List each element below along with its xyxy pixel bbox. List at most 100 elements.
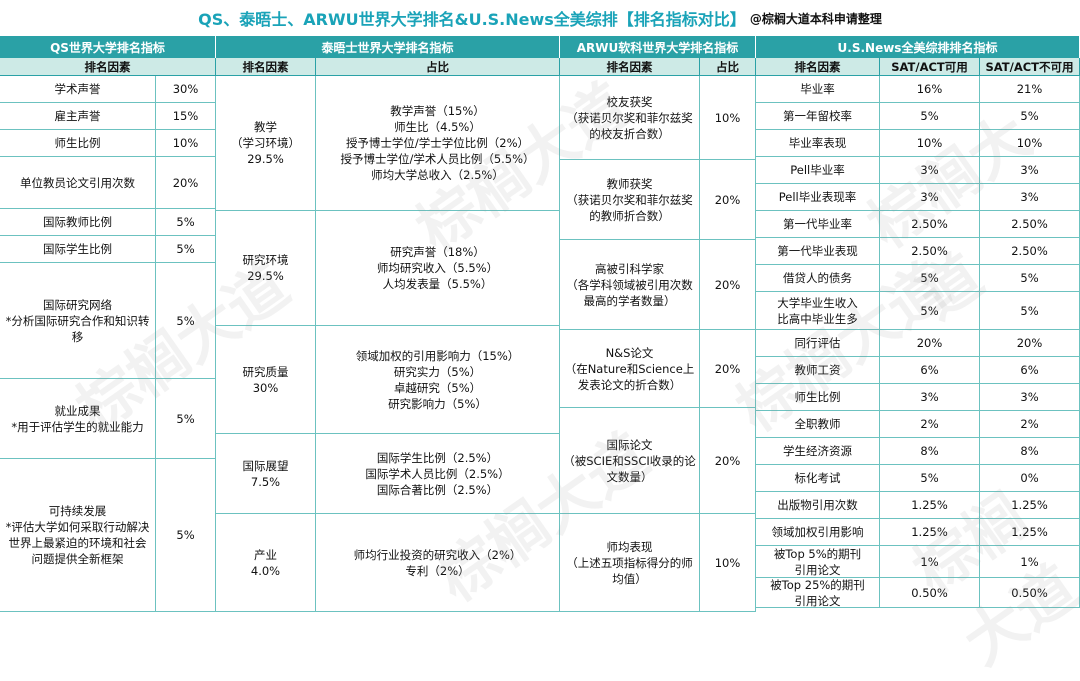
the-col-pct: 占比	[316, 58, 560, 76]
usnews-sat-cell: 3%	[880, 157, 980, 184]
usnews-factor-cell: 被Top 5%的期刊 引用论文	[756, 546, 880, 578]
arwu-panel: ARWU软科世界大学排名指标 排名因素 占比 校友获奖 （获诺贝尔奖和菲尔兹奖的…	[560, 36, 756, 612]
usnews-factor-cell: Pell毕业率	[756, 157, 880, 184]
the-detail-cell: 师均行业投资的研究收入（2%） 专利（2%）	[316, 514, 560, 612]
usnews-subheader: 排名因素 SAT/ACT可用 SAT/ACT不可用	[756, 58, 1080, 76]
usnews-table-body: 毕业率 16% 21% 第一年留校率 5% 5% 毕业率表现 10% 10% Pell毕业率 3% 3…	[756, 76, 1080, 612]
the-detail-cell: 研究声誉（18%） 师均研究收入（5.5%） 人均发表量（5.5%）	[316, 211, 560, 326]
usnews-nosat-cell: 6%	[980, 357, 1080, 384]
usnews-nosat-cell: 0%	[980, 465, 1080, 492]
arwu-pct-cell: 20%	[700, 408, 756, 514]
usnews-factor-cell: 领域加权引用影响	[756, 519, 880, 546]
usnews-nosat-cell: 8%	[980, 438, 1080, 465]
qs-table-body: 学术声誉 30% 雇主声誉 15% 师生比例 10% 单位教员论文引用次数 20% 国际教师比例…	[0, 76, 216, 612]
usnews-nosat-cell: 0.50%	[980, 578, 1080, 608]
qs-pct-cell: 5%	[156, 236, 216, 263]
usnews-factor-cell: 师生比例	[756, 384, 880, 411]
usnews-nosat-cell: 3%	[980, 384, 1080, 411]
usnews-factor-cell: 毕业率	[756, 76, 880, 103]
usnews-nosat-cell: 1.25%	[980, 492, 1080, 519]
the-factor-cell: 国际展望 7.5%	[216, 434, 316, 514]
usnews-factor-cell: 教师工资	[756, 357, 880, 384]
qs-factor-cell: 雇主声誉	[0, 103, 156, 130]
arwu-pct-cell: 20%	[700, 240, 756, 330]
usnews-nosat-cell: 5%	[980, 292, 1080, 330]
usnews-factor-cell: 同行评估	[756, 330, 880, 357]
arwu-pct-cell: 10%	[700, 76, 756, 160]
qs-header: QS世界大学排名指标	[0, 36, 216, 58]
usnews-nosat-cell: 3%	[980, 157, 1080, 184]
the-col-factor: 排名因素	[216, 58, 316, 76]
title-main: QS、泰晤士、ARWU世界大学排名&U.S.News全美综排【排名指标对比】	[198, 10, 746, 29]
usnews-sat-cell: 6%	[880, 357, 980, 384]
usnews-sat-cell: 8%	[880, 438, 980, 465]
usnews-factor-cell: 全职教师	[756, 411, 880, 438]
qs-pct-cell: 20%	[156, 157, 216, 209]
usnews-sat-cell: 2%	[880, 411, 980, 438]
the-subheader: 排名因素 占比	[216, 58, 560, 76]
usnews-sat-cell: 16%	[880, 76, 980, 103]
qs-panel: QS世界大学排名指标 排名因素 学术声誉 30% 雇主声誉 15% 师生比例 10% 单位教…	[0, 36, 216, 612]
usnews-nosat-cell: 21%	[980, 76, 1080, 103]
usnews-nosat-cell: 5%	[980, 265, 1080, 292]
arwu-pct-cell: 20%	[700, 160, 756, 240]
usnews-factor-cell: 学生经济资源	[756, 438, 880, 465]
usnews-col-nosat: SAT/ACT不可用	[980, 58, 1080, 76]
usnews-sat-cell: 5%	[880, 465, 980, 492]
qs-pct-cell: 30%	[156, 76, 216, 103]
usnews-nosat-cell: 2.50%	[980, 211, 1080, 238]
usnews-factor-cell: 出版物引用次数	[756, 492, 880, 519]
usnews-factor-cell: Pell毕业表现率	[756, 184, 880, 211]
the-panel: 泰晤士世界大学排名指标 排名因素 占比 教学 （学习环境） 29.5% 教学声誉（…	[216, 36, 560, 612]
usnews-sat-cell: 1%	[880, 546, 980, 578]
usnews-col-factor: 排名因素	[756, 58, 880, 76]
arwu-factor-cell: N&S论文 （在Nature和Science上发表论文的折合数）	[560, 330, 700, 408]
usnews-sat-cell: 3%	[880, 384, 980, 411]
usnews-sat-cell: 3%	[880, 184, 980, 211]
qs-col-factor: 排名因素	[0, 58, 216, 76]
usnews-nosat-cell: 2.50%	[980, 238, 1080, 265]
qs-pct-cell: 5%	[156, 379, 216, 459]
usnews-factor-cell: 大学毕业生收入 比高中毕业生多	[756, 292, 880, 330]
arwu-header: ARWU软科世界大学排名指标	[560, 36, 756, 58]
qs-factor-cell: 国际学生比例	[0, 236, 156, 263]
usnews-sat-cell: 1.25%	[880, 492, 980, 519]
arwu-col-factor: 排名因素	[560, 58, 700, 76]
qs-subheader: 排名因素	[0, 58, 216, 76]
usnews-sat-cell: 5%	[880, 265, 980, 292]
qs-pct-cell: 5%	[156, 209, 216, 236]
the-table-body: 教学 （学习环境） 29.5% 教学声誉（15%） 师生比（4.5%） 授予博士学…	[216, 76, 560, 612]
the-factor-cell: 产业 4.0%	[216, 514, 316, 612]
qs-factor-cell: 单位教员论文引用次数	[0, 157, 156, 209]
arwu-table-body: 校友获奖 （获诺贝尔奖和菲尔兹奖的校友折合数） 10% 教师获奖 （获诺贝尔奖和菲尔…	[560, 76, 756, 612]
the-factor-cell: 研究环境 29.5%	[216, 211, 316, 326]
qs-factor-cell: 可持续发展 *评估大学如何采取行动解决世界上最紧迫的环境和社会问题提供全新框架	[0, 459, 156, 612]
the-detail-cell: 国际学生比例（2.5%） 国际学术人员比例（2.5%） 国际合著比例（2.5%）	[316, 434, 560, 514]
the-header: 泰晤士世界大学排名指标	[216, 36, 560, 58]
usnews-factor-cell: 借贷人的债务	[756, 265, 880, 292]
arwu-pct-cell: 10%	[700, 514, 756, 612]
the-factor-cell: 教学 （学习环境） 29.5%	[216, 76, 316, 211]
title-credit: @棕榈大道本科申请整理	[749, 11, 882, 26]
usnews-sat-cell: 10%	[880, 130, 980, 157]
qs-factor-cell: 学术声誉	[0, 76, 156, 103]
qs-pct-cell: 5%	[156, 459, 216, 612]
arwu-pct-cell: 20%	[700, 330, 756, 408]
usnews-nosat-cell: 20%	[980, 330, 1080, 357]
arwu-factor-cell: 师均表现 （上述五项指标得分的师均值）	[560, 514, 700, 612]
usnews-factor-cell: 毕业率表现	[756, 130, 880, 157]
page-title: QS、泰晤士、ARWU世界大学排名&U.S.News全美综排【排名指标对比】 @…	[0, 0, 1080, 36]
usnews-sat-cell: 5%	[880, 292, 980, 330]
arwu-factor-cell: 教师获奖 （获诺贝尔奖和菲尔兹奖的教师折合数）	[560, 160, 700, 240]
usnews-nosat-cell: 1%	[980, 546, 1080, 578]
usnews-sat-cell: 5%	[880, 103, 980, 130]
usnews-sat-cell: 20%	[880, 330, 980, 357]
qs-factor-cell: 就业成果 *用于评估学生的就业能力	[0, 379, 156, 459]
usnews-factor-cell: 第一代毕业表现	[756, 238, 880, 265]
usnews-sat-cell: 2.50%	[880, 238, 980, 265]
qs-factor-cell: 国际教师比例	[0, 209, 156, 236]
usnews-panel: U.S.News全美综排排名指标 排名因素 SAT/ACT可用 SAT/ACT不…	[756, 36, 1080, 612]
usnews-factor-cell: 被Top 25%的期刊 引用论文	[756, 578, 880, 608]
the-detail-cell: 领域加权的引用影响力（15%） 研究实力（5%） 卓越研究（5%） 研究影响力（…	[316, 326, 560, 434]
qs-factor-cell: 国际研究网络 *分析国际研究合作和知识转移	[0, 263, 156, 379]
